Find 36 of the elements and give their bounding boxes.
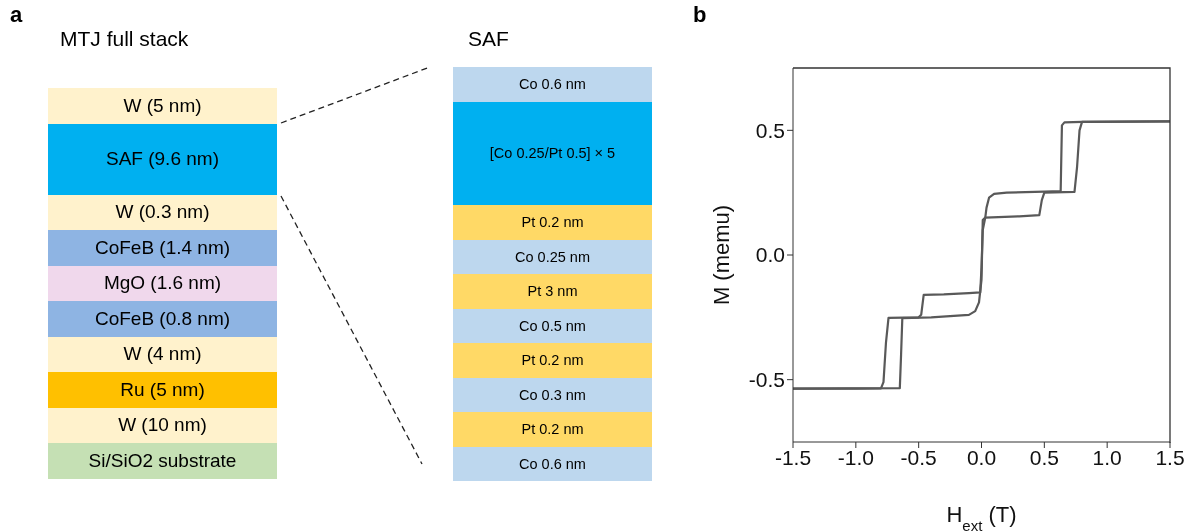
category-label: W (5 nm)	[123, 94, 202, 117]
category-label: W (10 nm)	[118, 414, 207, 437]
category-label: Pt 0.2 nm	[521, 214, 584, 231]
category-label: Pt 0.2 nm	[521, 421, 584, 438]
category-label: CoFeB (0.8 nm)	[94, 307, 231, 330]
text: b	[693, 2, 707, 28]
category-label: CoFeB (1.4 nm)	[94, 236, 231, 259]
x-tick-label: 0.5	[1029, 445, 1059, 469]
y-tick-label: 0.5	[755, 118, 785, 142]
x-tick-label: 1.0	[1092, 445, 1122, 469]
category-label: Co 0.5 nm	[519, 317, 586, 334]
y-tick-label: 0.0	[755, 243, 785, 267]
category-label: W (4 nm)	[123, 343, 202, 366]
category-label: Co 0.6 nm	[519, 76, 586, 93]
category-label: SAF (9.6 nm)	[106, 148, 219, 170]
x-tick-label: -1.5	[774, 445, 812, 469]
category-label: W (0.3 nm)	[115, 201, 210, 224]
text: SAF	[468, 27, 509, 51]
y-tick-label: -0.5	[748, 368, 785, 392]
x-tick-label: -0.5	[900, 445, 937, 469]
text: a	[10, 2, 23, 28]
category-label: Co 0.3 nm	[519, 386, 586, 403]
x-tick-label: -1.0	[837, 445, 874, 469]
x-tick-label: 1.5	[1155, 445, 1185, 469]
y-axis-title: M (memu)	[709, 204, 735, 306]
category-label: [Co 0.25/Pt 0.5] × 5	[489, 145, 616, 162]
category-label: Pt 3 nm	[527, 283, 578, 300]
text: MTJ full stack	[60, 27, 189, 51]
category-label: Ru (5 nm)	[120, 378, 205, 401]
category-label: Co 0.6 nm	[519, 455, 586, 472]
category-label: Co 0.25 nm	[515, 248, 590, 265]
category-label: MgO (1.6 nm)	[103, 272, 222, 295]
x-tick-label: 0.0	[966, 445, 997, 469]
category-label: Pt 0.2 nm	[521, 352, 584, 369]
x-axis-title: H$_{ext}$ (T)	[946, 502, 1017, 531]
category-label: Si/SiO2 substrate	[88, 449, 237, 472]
